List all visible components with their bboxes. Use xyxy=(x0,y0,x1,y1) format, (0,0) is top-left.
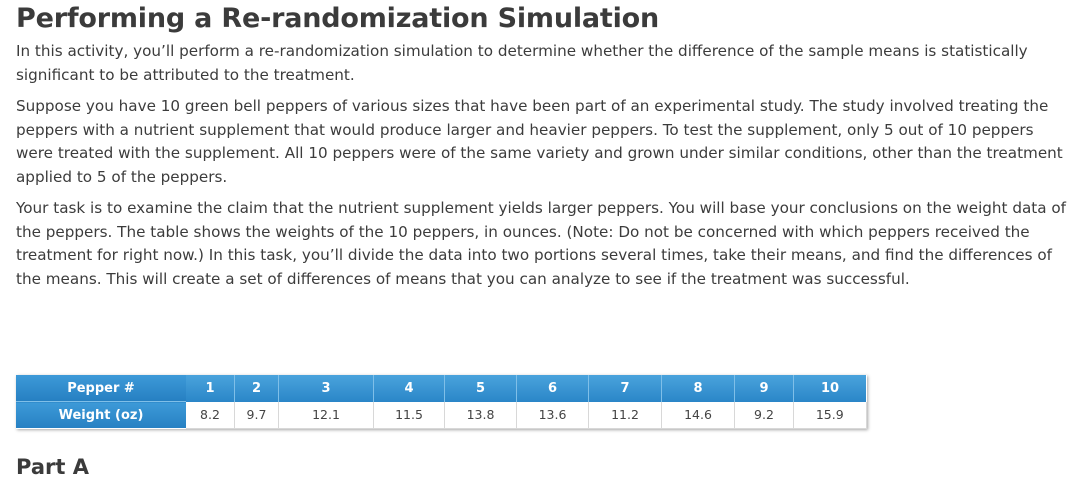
pepper-number-cell: 6 xyxy=(516,375,589,402)
pepper-number-cell: 5 xyxy=(444,375,517,402)
weight-cell: 13.6 xyxy=(516,401,589,429)
pepper-weight-table: Pepper # 1 2 3 4 5 6 7 8 9 10 Weight (oz… xyxy=(16,375,867,429)
weight-cell: 15.9 xyxy=(793,401,867,429)
scenario-paragraph: Suppose you have 10 green bell peppers o… xyxy=(16,97,1063,186)
weight-row: Weight (oz) 8.2 9.7 12.1 11.5 13.8 13.6 … xyxy=(16,401,867,429)
pepper-number-cell: 4 xyxy=(373,375,445,402)
weight-cell: 13.8 xyxy=(444,401,517,429)
pepper-number-cell: 1 xyxy=(186,375,235,402)
activity-content: Performing a Re-randomization Simulation… xyxy=(16,0,1068,479)
pepper-number-cell: 3 xyxy=(278,375,374,402)
intro-paragraph: In this activity, you’ll perform a re-ra… xyxy=(16,42,1028,84)
pepper-number-cell: 10 xyxy=(793,375,866,402)
section-heading-part-a: Part A xyxy=(16,455,89,479)
pepper-number-header: Pepper # xyxy=(16,375,186,402)
weight-cell: 14.6 xyxy=(661,401,735,429)
weight-cell: 8.2 xyxy=(186,401,235,429)
page-title: Performing a Re-randomization Simulation xyxy=(16,3,660,34)
weight-header: Weight (oz) xyxy=(16,401,186,428)
pepper-number-cell: 8 xyxy=(661,375,735,402)
task-paragraph: Your task is to examine the claim that t… xyxy=(16,199,1067,288)
weight-cell: 11.2 xyxy=(588,401,662,429)
pepper-number-cell: 9 xyxy=(734,375,794,402)
weight-cell: 11.5 xyxy=(373,401,445,429)
weight-cell: 9.2 xyxy=(734,401,794,429)
weight-cell: 12.1 xyxy=(278,401,374,429)
pepper-number-cell: 7 xyxy=(588,375,662,402)
weight-cell: 9.7 xyxy=(234,401,279,429)
pepper-number-cell: 2 xyxy=(234,375,279,402)
pepper-weight-table-wrapper: Pepper # 1 2 3 4 5 6 7 8 9 10 Weight (oz… xyxy=(16,375,867,429)
pepper-number-row: Pepper # 1 2 3 4 5 6 7 8 9 10 xyxy=(16,375,866,402)
